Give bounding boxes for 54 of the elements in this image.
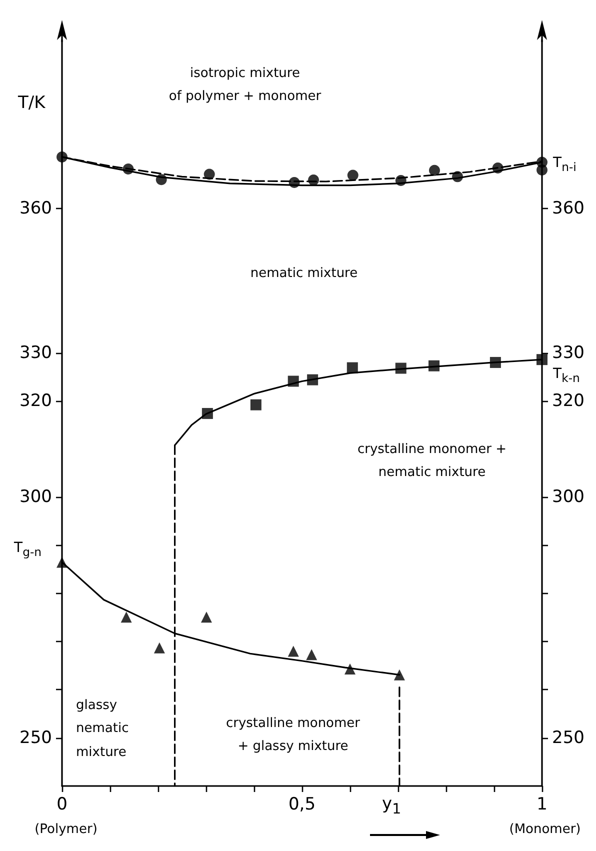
annotation: glassy nematic mixture	[76, 697, 129, 762]
point	[154, 642, 165, 654]
point	[202, 408, 213, 419]
point	[306, 649, 318, 660]
point	[344, 664, 356, 675]
point	[120, 612, 132, 623]
point	[490, 356, 501, 368]
text: (Monomer)	[509, 821, 581, 839]
text: (Polymer)	[34, 821, 98, 839]
annotation: nematic mixture	[250, 265, 358, 283]
point	[156, 174, 167, 186]
y-tick-label: 330	[20, 342, 52, 363]
y-tick-label: 250	[20, 728, 52, 748]
point	[536, 354, 548, 366]
annotation: isotropic mixture of polymer + monomer	[168, 65, 322, 106]
point	[204, 168, 215, 180]
y2-tick-label: 320	[552, 390, 584, 411]
point	[346, 362, 358, 374]
point	[288, 646, 299, 657]
point	[428, 360, 440, 372]
point	[492, 162, 504, 174]
point	[394, 669, 405, 680]
y-tick-label: 300	[20, 487, 52, 508]
point	[395, 175, 406, 186]
x-tick-label: 0	[56, 794, 68, 814]
point	[452, 171, 464, 182]
y-tick-label: 360	[20, 198, 52, 218]
point	[122, 163, 134, 174]
point	[308, 174, 320, 186]
x-axis-title: y$_{1}$	[382, 794, 402, 818]
text: T$_{g-n}$	[14, 540, 42, 559]
point	[307, 374, 318, 386]
x-tick-label: 1	[536, 794, 548, 814]
annotation: crystalline monomer + nematic mixture	[357, 441, 507, 482]
point	[56, 556, 68, 568]
text: T$_{n-i}$	[553, 155, 576, 174]
annotation: crystalline monomer + glassy mixture	[226, 715, 360, 756]
point	[347, 170, 358, 181]
text: T$_{k-n}$	[553, 366, 580, 385]
point	[288, 376, 299, 387]
point	[56, 151, 68, 162]
point	[395, 362, 406, 374]
y-axis-title: T/K	[18, 92, 46, 114]
point	[428, 164, 440, 176]
y2-tick-label: 300	[552, 487, 584, 508]
point	[250, 399, 262, 410]
y2-tick-label: 360	[552, 198, 584, 218]
y2-tick-label: 330	[552, 342, 584, 363]
point	[200, 612, 212, 623]
y-tick-label: 320	[20, 390, 52, 411]
y2-tick-label: 250	[552, 728, 584, 748]
x-tick-label: 0,5	[288, 794, 316, 814]
point	[536, 164, 548, 176]
point	[288, 176, 300, 188]
